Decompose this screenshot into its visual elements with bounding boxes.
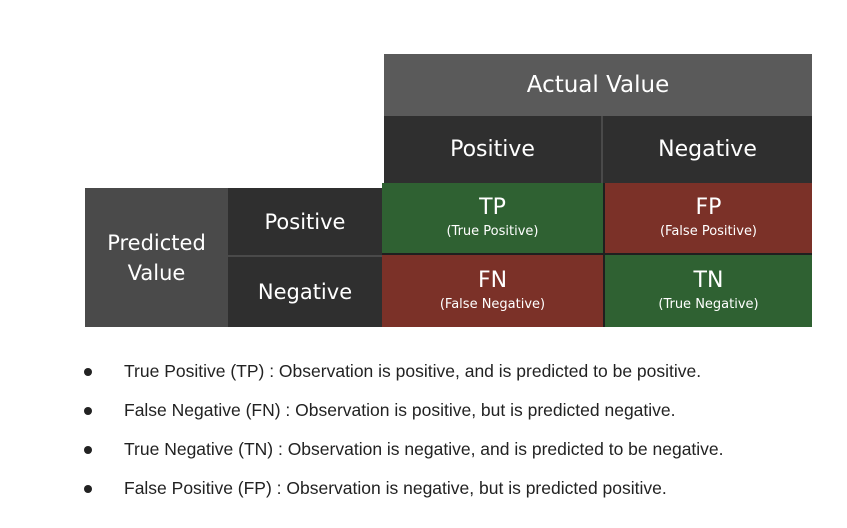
bullet-icon [84,407,92,415]
definition-text: True Negative (TN) : Observation is nega… [124,439,724,459]
tp-abbr: TP [479,195,506,220]
definition-item-fp: False Positive (FP) : Observation is neg… [0,469,847,508]
actual-value-label: Actual Value [526,72,670,98]
tp-full: (True Positive) [446,224,539,239]
fn-abbr: FN [477,268,508,293]
predicted-value-header: Predicted Value [85,188,228,327]
fp-full: (False Positive) [659,224,758,239]
definition-text: True Positive (TP) : Observation is posi… [124,361,702,381]
actual-value-header: Actual Value [384,54,812,116]
row-negative-label: Negative [257,280,353,304]
tn-abbr: TN [693,268,724,293]
definition-item-fn: False Negative (FN) : Observation is pos… [0,391,847,430]
row-positive-label: Positive [264,209,346,234]
fn-full: (False Negative) [439,297,546,312]
bullet-icon [84,485,92,493]
predicted-label-line1: Predicted [107,230,206,255]
column-positive-label: Positive [450,137,535,162]
definition-item-tn: True Negative (TN) : Observation is nega… [0,430,847,469]
fp-abbr: FP [695,195,722,220]
column-negative-label: Negative [658,137,757,162]
definition-text: False Positive (FP) : Observation is neg… [124,478,667,498]
bullet-icon [84,368,92,376]
predicted-label-line2: Value [127,260,186,285]
definition-text: False Negative (FN) : Observation is pos… [124,400,676,420]
bullet-icon [84,446,92,454]
row-header-positive: Positive [228,188,382,257]
column-header-positive: Positive [384,116,603,183]
cell-false-positive: FP (False Positive) [603,183,812,255]
cell-false-negative: FN (False Negative) [382,255,603,327]
column-header-negative: Negative [603,116,812,183]
definitions-list: True Positive (TP) : Observation is posi… [0,352,847,508]
cell-true-negative: TN (True Negative) [603,255,812,327]
definition-item-tp: True Positive (TP) : Observation is posi… [0,352,847,391]
tn-full: (True Negative) [658,297,759,312]
cell-true-positive: TP (True Positive) [382,183,603,255]
row-header-negative: Negative [228,257,382,327]
